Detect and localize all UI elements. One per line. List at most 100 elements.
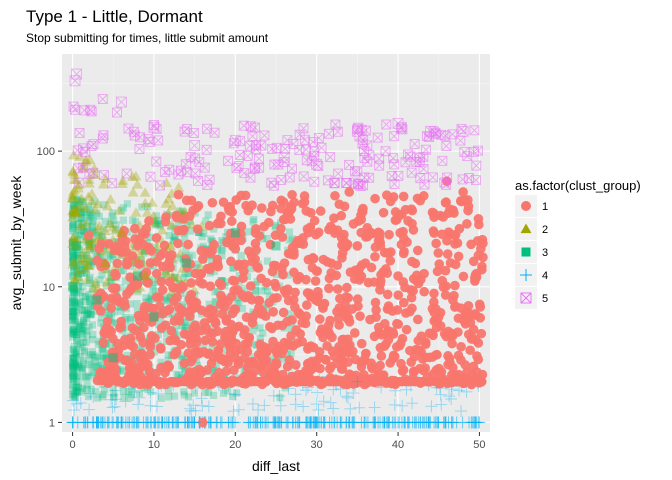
point-series-3 (80, 228, 88, 236)
point-series-1 (239, 325, 250, 335)
point-series-1 (337, 364, 348, 374)
point-series-1 (94, 243, 104, 254)
points-layer (66, 68, 488, 429)
point-series-3 (196, 321, 204, 329)
point-series-3 (89, 351, 97, 359)
point-series-3 (149, 285, 157, 293)
point-series-5 (393, 170, 404, 181)
point-series-1 (462, 219, 472, 229)
point-series-1 (156, 323, 167, 333)
point-series-3 (76, 362, 84, 371)
point-series-3 (204, 388, 213, 396)
point-series-3 (259, 329, 267, 337)
point-series-3 (70, 360, 78, 369)
point-series-1 (261, 277, 272, 288)
point-series-3 (240, 285, 248, 293)
point-series-5 (112, 107, 122, 118)
point-series-4 (109, 384, 122, 397)
point-series-2 (68, 273, 80, 284)
point-series-3 (69, 313, 77, 321)
point-series-1 (229, 238, 240, 249)
point-series-3 (193, 260, 201, 268)
point-series-4 (106, 388, 119, 401)
point-series-1 (282, 361, 293, 372)
point-series-3 (69, 227, 77, 235)
point-series-3 (181, 270, 189, 278)
point-series-3 (87, 351, 95, 359)
point-series-5 (223, 155, 234, 166)
point-series-1 (233, 376, 243, 387)
point-series-3 (68, 299, 77, 307)
point-series-3 (94, 340, 103, 348)
point-series-5 (469, 125, 480, 136)
point-series-3 (82, 338, 90, 346)
point-series-5 (266, 177, 277, 188)
point-series-3 (70, 302, 78, 310)
point-series-3 (162, 297, 171, 305)
point-series-1 (435, 321, 446, 331)
point-series-1 (456, 341, 466, 352)
point-series-3 (72, 377, 80, 385)
point-series-3 (71, 392, 79, 401)
point-series-4 (151, 400, 164, 413)
point-series-3 (85, 217, 93, 225)
point-series-1 (278, 269, 288, 280)
point-series-4 (258, 399, 271, 412)
point-series-3 (85, 354, 93, 362)
point-series-3 (217, 246, 225, 255)
point-series-1 (141, 375, 151, 385)
point-series-5 (447, 129, 458, 140)
point-series-3 (249, 217, 257, 226)
point-series-3 (69, 372, 77, 381)
point-series-1 (102, 316, 113, 327)
point-series-3 (84, 306, 92, 314)
point-series-1 (277, 232, 288, 242)
point-series-3 (85, 290, 93, 299)
point-series-1 (438, 282, 449, 292)
point-series-1 (192, 376, 202, 387)
point-series-3 (69, 354, 77, 362)
point-series-1 (344, 187, 355, 197)
point-series-1 (106, 303, 116, 313)
point-series-3 (97, 361, 106, 369)
point-series-5 (309, 176, 320, 187)
point-series-3 (233, 294, 242, 302)
point-series-1 (431, 238, 441, 249)
point-series-3 (69, 253, 77, 262)
point-series-5 (97, 94, 108, 105)
point-series-2 (104, 218, 116, 228)
point-series-2 (101, 200, 113, 211)
point-series-3 (89, 371, 98, 379)
point-series-2 (83, 178, 95, 188)
point-series-1 (291, 360, 301, 370)
point-series-3 (210, 225, 218, 233)
point-series-1 (166, 325, 177, 336)
legend-marker-1 (521, 201, 531, 211)
point-series-3 (74, 282, 82, 290)
point-series-4 (68, 404, 81, 417)
point-series-3 (69, 224, 77, 232)
point-series-1 (212, 254, 223, 265)
point-series-3 (81, 269, 89, 277)
point-series-1 (236, 190, 246, 201)
point-series-3 (86, 295, 94, 304)
point-series-1 (169, 349, 180, 360)
point-series-4 (227, 405, 240, 418)
point-series-1 (314, 376, 325, 387)
point-series-3 (75, 270, 83, 278)
point-series-3 (77, 209, 85, 217)
point-series-3 (283, 351, 291, 359)
point-series-3 (85, 210, 93, 218)
x-tick-label: 50 (473, 439, 485, 451)
point-series-3 (152, 221, 160, 229)
point-series-3 (77, 230, 85, 238)
point-series-3 (73, 388, 82, 397)
point-series-3 (192, 264, 200, 272)
point-series-1 (420, 363, 431, 373)
point-series-1 (383, 334, 394, 345)
point-series-3 (86, 302, 95, 310)
point-series-1 (432, 266, 443, 277)
point-series-1 (299, 197, 310, 207)
point-series-2 (83, 240, 95, 251)
point-series-3 (182, 324, 190, 332)
